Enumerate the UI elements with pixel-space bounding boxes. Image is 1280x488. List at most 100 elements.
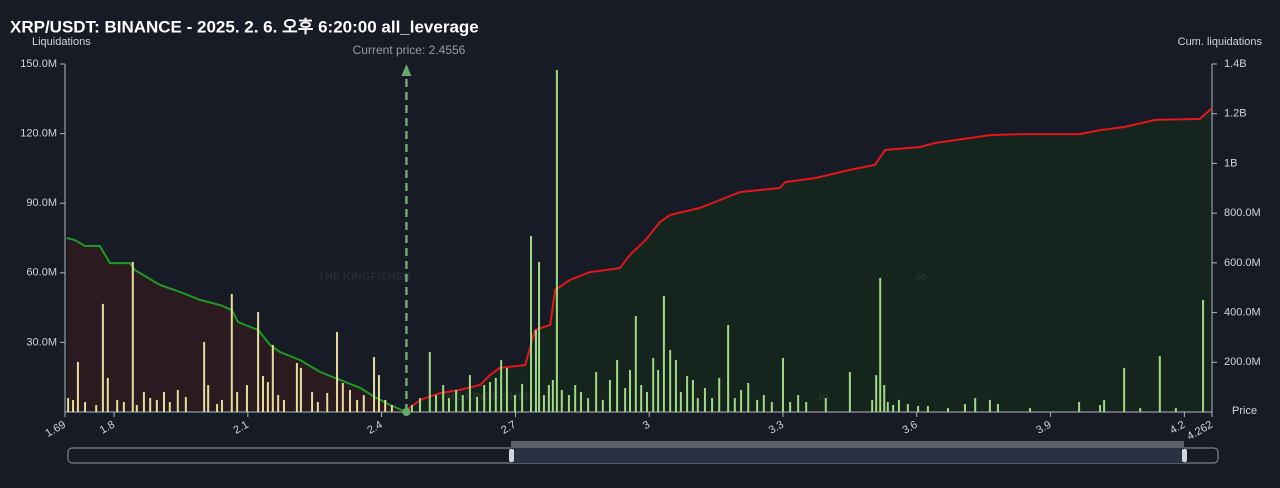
navigator-handle[interactable] <box>1182 449 1187 462</box>
bar <box>579 392 582 412</box>
bar <box>883 385 886 412</box>
navigator-bar[interactable] <box>511 441 1184 447</box>
bar <box>946 408 949 412</box>
bar <box>142 392 145 412</box>
y2-tick-label: 1.2B <box>1224 108 1247 120</box>
bar <box>963 404 966 412</box>
bar <box>988 399 991 412</box>
bar <box>257 312 260 412</box>
bar <box>299 367 302 412</box>
bar <box>468 375 471 412</box>
bar <box>262 376 265 412</box>
navigator-handle[interactable] <box>509 449 514 462</box>
bar <box>95 405 98 412</box>
bar <box>106 377 109 412</box>
bar <box>1139 408 1142 412</box>
bar <box>770 402 773 412</box>
bar <box>601 399 604 412</box>
bar <box>542 395 545 412</box>
bar <box>555 70 558 413</box>
bar <box>747 383 750 412</box>
bar <box>534 330 537 412</box>
bar <box>926 405 929 412</box>
bar <box>410 405 413 412</box>
bar <box>513 395 516 412</box>
y2-tick-label: 1B <box>1224 157 1237 169</box>
y-axis-label: Liquidations <box>32 36 91 48</box>
bar <box>1158 356 1161 412</box>
bar <box>686 376 689 412</box>
navigator <box>67 441 1219 464</box>
bar <box>629 370 632 412</box>
bar <box>640 385 643 412</box>
y-tick-label: 60.0M <box>26 267 57 279</box>
bar <box>871 399 874 412</box>
bar <box>377 375 380 412</box>
bar <box>645 392 648 412</box>
bar <box>428 351 431 412</box>
bar <box>824 398 827 412</box>
bar <box>220 399 223 412</box>
y-tick-label: 90.0M <box>26 197 57 209</box>
bar <box>461 395 464 412</box>
bar <box>587 398 590 412</box>
bar <box>455 389 458 412</box>
bar <box>805 402 808 412</box>
bar <box>679 392 682 412</box>
bar <box>1029 408 1032 412</box>
bar <box>974 398 977 412</box>
bar <box>76 361 79 412</box>
bar <box>418 398 421 412</box>
bar <box>521 383 524 412</box>
bar <box>101 303 104 412</box>
bar <box>879 277 882 412</box>
bar <box>662 296 665 412</box>
bar <box>476 396 479 412</box>
bar <box>356 399 359 412</box>
bar <box>711 398 714 412</box>
bar <box>295 363 298 412</box>
y2-tick-label: 600.0M <box>1224 257 1261 269</box>
bar <box>1202 299 1205 412</box>
cumulative-line <box>405 107 1213 411</box>
chart-title: XRP/USDT: BINANCE - 2025. 2. 6. 오후 6:20:… <box>10 16 479 36</box>
bar <box>336 331 339 412</box>
bar <box>1103 399 1106 412</box>
bar <box>494 377 497 412</box>
bar <box>917 405 920 412</box>
bar <box>311 392 314 412</box>
bar <box>390 405 393 412</box>
bar <box>1099 405 1102 412</box>
bar <box>691 379 694 412</box>
bar <box>266 382 269 412</box>
bar <box>538 261 541 412</box>
bar <box>624 388 627 412</box>
bar <box>781 357 784 412</box>
watermark: THE KINGFISHER <box>440 391 533 403</box>
bar <box>168 402 171 412</box>
bar <box>530 235 533 412</box>
watermark: THE KINGFISHER <box>318 271 411 283</box>
bar <box>341 383 344 412</box>
bar <box>483 385 486 412</box>
y2-tick-label: 200.0M <box>1224 356 1261 368</box>
watermark-suffix: .io <box>816 391 829 403</box>
bar <box>696 398 699 412</box>
bar <box>848 372 851 412</box>
bar <box>1174 408 1177 412</box>
bar <box>797 395 800 412</box>
y2-tick-label: 1.4B <box>1224 58 1247 70</box>
bar <box>316 402 319 412</box>
y-tick-label: 30.0M <box>26 336 57 348</box>
bar <box>574 385 577 412</box>
navigator-selection[interactable] <box>511 448 1184 463</box>
x-axis-label: Price <box>1232 405 1257 417</box>
bar <box>155 399 158 412</box>
bar <box>727 325 730 412</box>
bar <box>203 341 206 412</box>
bar <box>718 377 721 412</box>
bar <box>326 392 329 412</box>
bar <box>551 379 554 412</box>
y2-tick-label: 400.0M <box>1224 306 1261 318</box>
